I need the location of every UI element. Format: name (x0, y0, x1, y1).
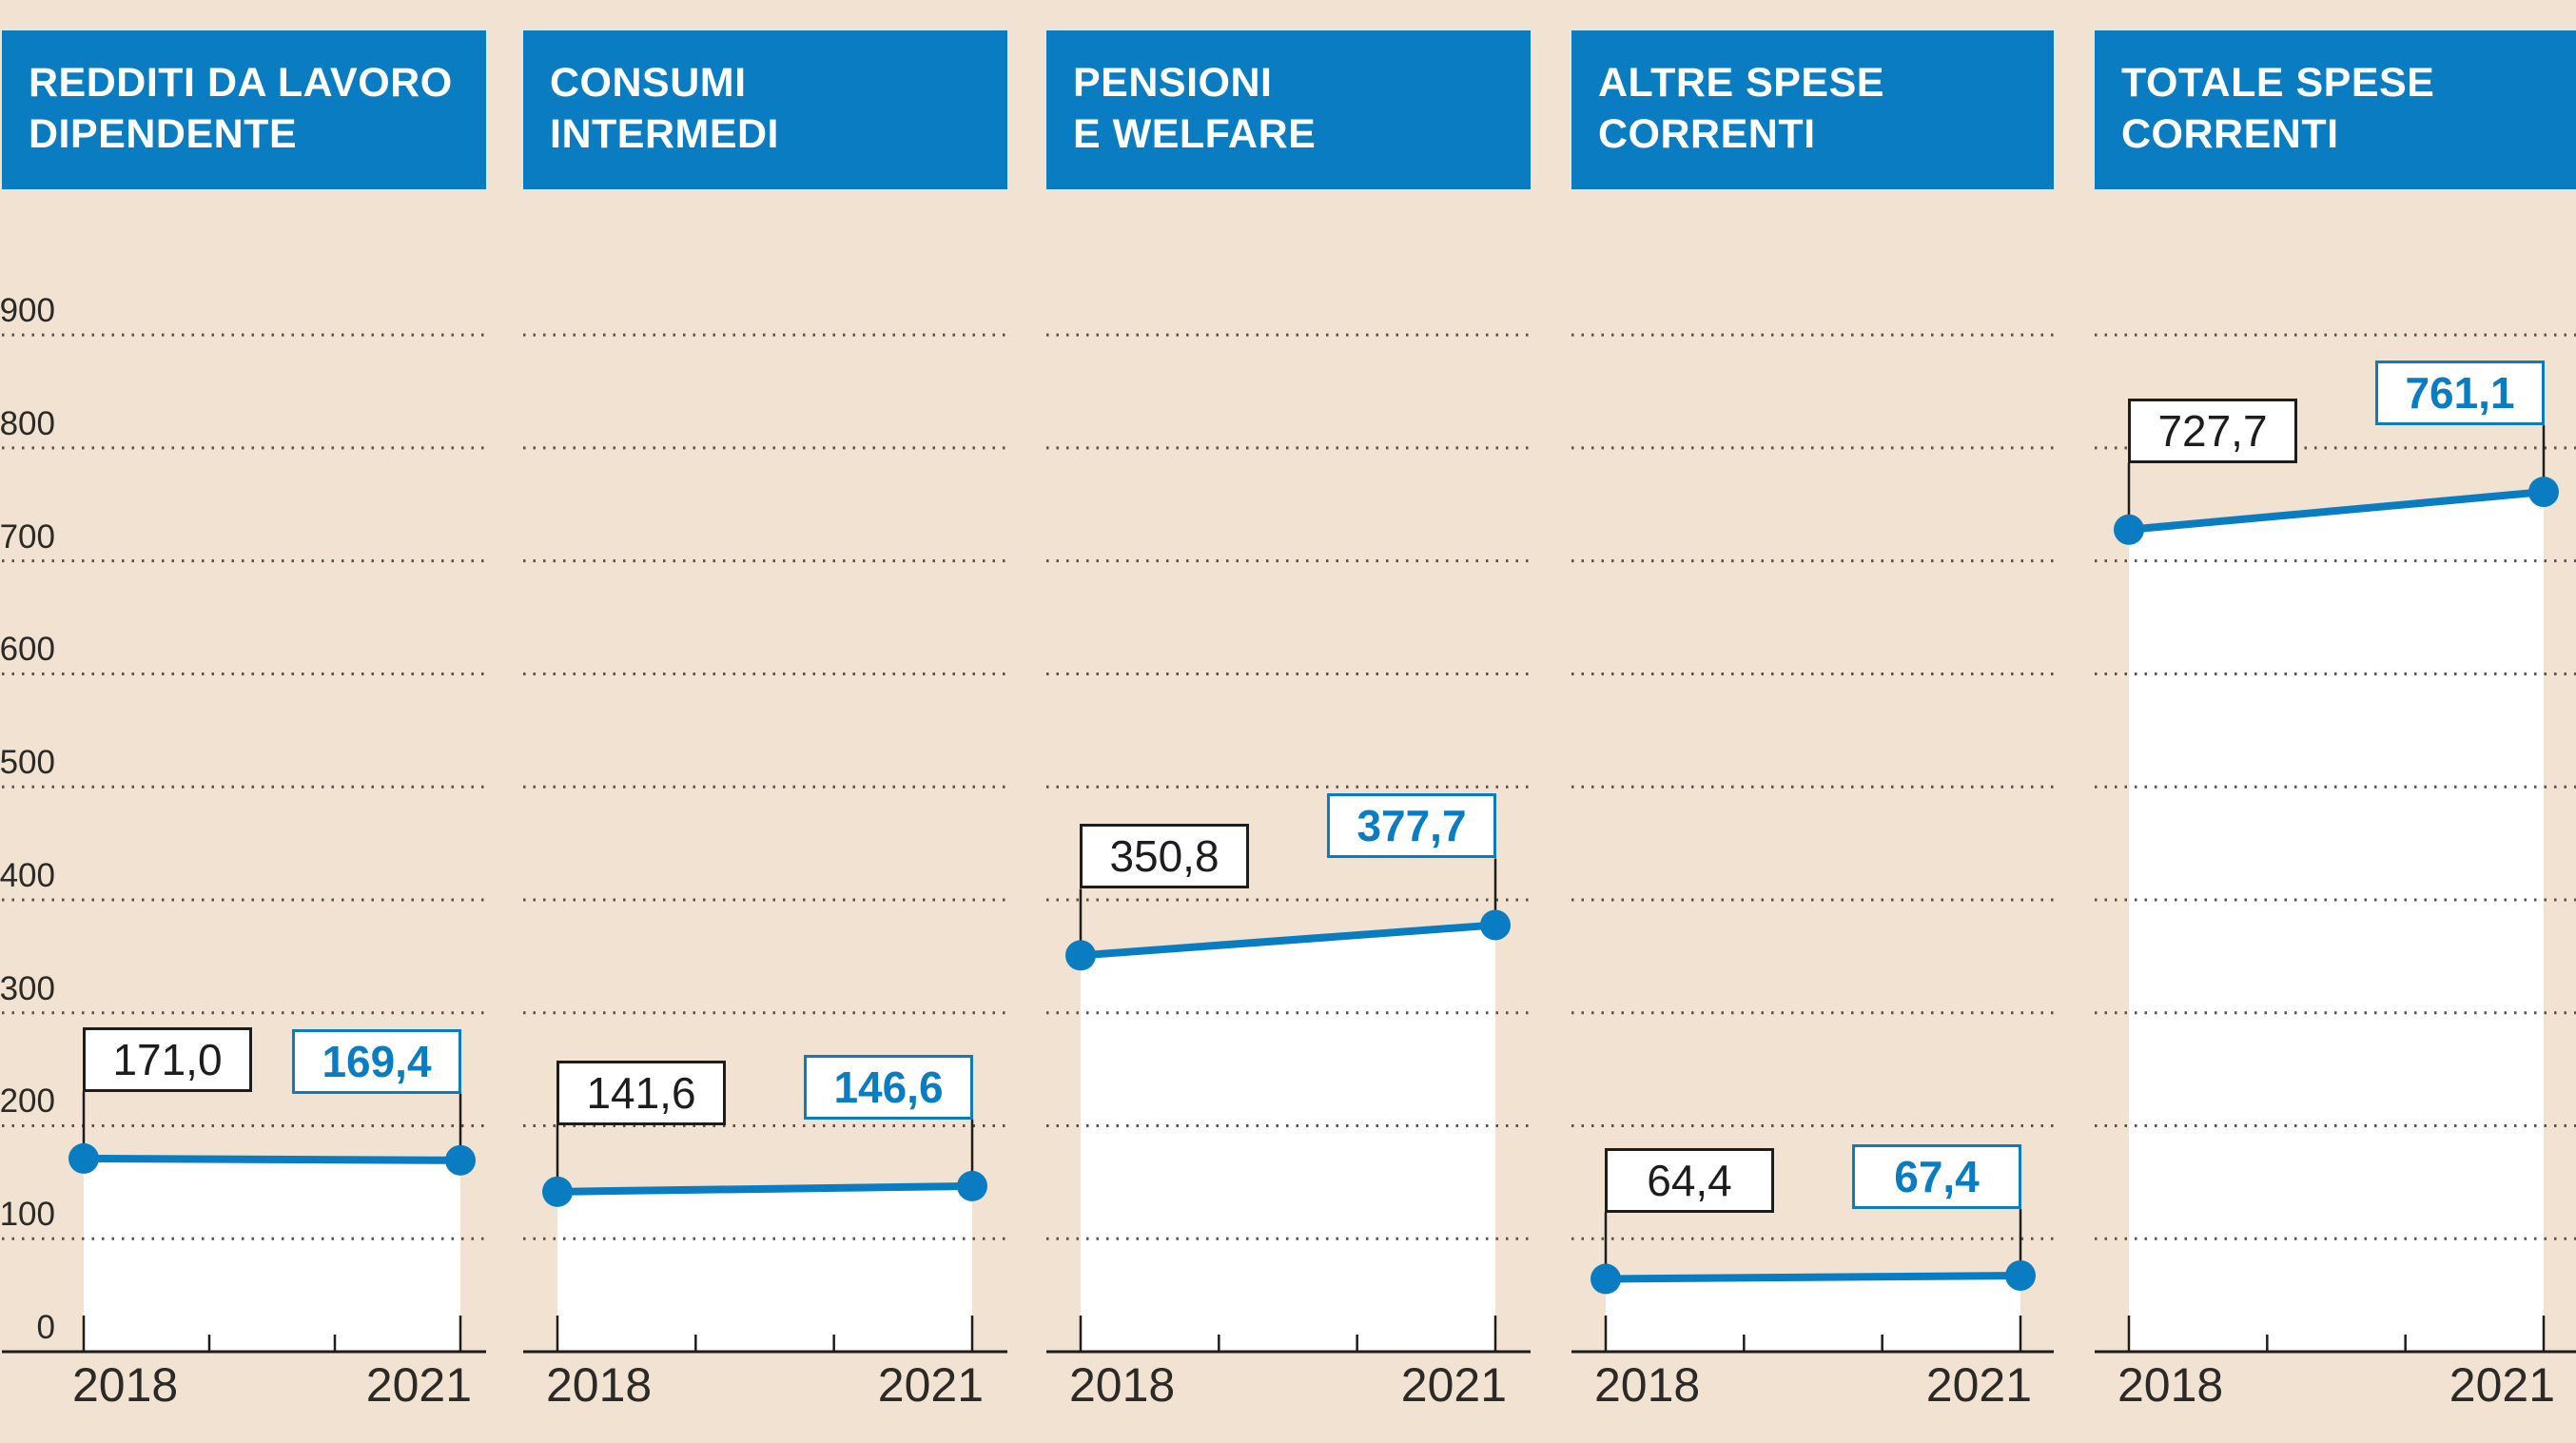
data-point-2021 (1480, 909, 1511, 941)
panel-title-line: DIPENDENTE (29, 111, 298, 157)
x-tick-label-2021: 2021 (2449, 1358, 2555, 1412)
y-axis-tick-label: 700 (0, 517, 55, 556)
area-fill (1081, 925, 1495, 1352)
x-tick-label-2021: 2021 (365, 1358, 472, 1412)
area-fill (1606, 1275, 2020, 1352)
panel-title-line: CORRENTI (2121, 111, 2339, 157)
trend-line (556, 1181, 973, 1196)
y-axis-tick-label: 800 (0, 404, 55, 442)
panel-header: REDDITI DA LAVORO DIPENDENTE (2, 30, 486, 189)
data-point-2018 (1065, 940, 1096, 971)
panel-chart-svg (2095, 333, 2576, 1354)
panel-header: PENSIONI E WELFARE (1046, 30, 1531, 189)
value-label-2018: 350,8 (1080, 824, 1249, 889)
value-label-2018: 727,7 (2128, 398, 2297, 463)
panel-chart-svg (1046, 333, 1531, 1354)
value-label-2018: 64,4 (1605, 1147, 1774, 1213)
y-axis-tick-label: 900 (0, 292, 55, 330)
panel-altre-spese-correnti: ALTRE SPESE CORRENTI 64,4 67,4 2018 2021 (1571, 0, 2054, 1443)
area-fill (2129, 492, 2544, 1352)
panel-header: TOTALE SPESE CORRENTI (2095, 30, 2576, 189)
data-point-2021 (2528, 477, 2559, 508)
y-axis-tick-label: 200 (0, 1082, 55, 1121)
x-tick-label-2021: 2021 (1925, 1358, 2032, 1412)
y-axis-tick-label: 600 (0, 631, 55, 669)
data-point-2021 (957, 1170, 987, 1201)
panel-totale-spese-correnti: TOTALE SPESE CORRENTI 727,7 761,1 2018 2021 (2095, 0, 2576, 1443)
x-tick-label-2021: 2021 (1400, 1358, 1507, 1412)
panel-redditi-lavoro-dipendente: REDDITI DA LAVORO DIPENDENTE 171,0 169,4 201… (2, 0, 486, 1443)
panel-header: CONSUMI INTERMEDI (523, 30, 1007, 189)
data-point-2018 (542, 1176, 573, 1207)
data-point-2018 (2114, 514, 2144, 545)
panel-title-line: ALTRE SPESE (1598, 60, 1884, 106)
trend-line (1080, 921, 1496, 960)
panel-chart-svg (2, 333, 486, 1354)
panel-title-line: CORRENTI (1598, 111, 1816, 157)
y-axis: 0 100 200 300 400 500 600 700 800 900 (0, 0, 55, 1443)
x-tick-label-2021: 2021 (877, 1358, 984, 1412)
value-label-2018: 171,0 (83, 1026, 252, 1092)
y-axis-tick-label: 100 (0, 1196, 55, 1234)
panel-chart-svg (1571, 333, 2054, 1354)
trend-line (1605, 1271, 2021, 1283)
data-point-2018 (68, 1142, 99, 1174)
panel-title-line: TOTALE SPESE (2121, 60, 2435, 106)
value-label-2021: 377,7 (1327, 793, 1496, 859)
area-fill (84, 1158, 460, 1352)
x-tick-label-2018: 2018 (1594, 1358, 1701, 1412)
panel-consumi-intermedi: CONSUMI INTERMEDI 141,6 146,6 2018 2021 (523, 0, 1007, 1443)
trend-line (2128, 488, 2545, 534)
panel-title-line: E WELFARE (1073, 111, 1317, 157)
data-point-2018 (1590, 1263, 1621, 1295)
panel-header: ALTRE SPESE CORRENTI (1571, 30, 2054, 189)
area-fill (557, 1185, 972, 1352)
data-point-2021 (445, 1144, 476, 1176)
panel-pensioni-e-welfare: PENSIONI E WELFARE 350,8 377,7 2018 2021 (1046, 0, 1531, 1443)
panel-title-line: INTERMEDI (550, 111, 779, 157)
value-label-2021: 146,6 (804, 1054, 973, 1120)
y-axis-tick-label: 500 (0, 744, 55, 782)
panel-title-line: PENSIONI (1073, 60, 1273, 106)
x-tick-label-2018: 2018 (1069, 1358, 1176, 1412)
panel-chart-svg (523, 333, 1007, 1354)
x-tick-label-2018: 2018 (546, 1358, 653, 1412)
value-label-2021: 67,4 (1852, 1143, 2021, 1209)
panel-title-line: REDDITI DA LAVORO (29, 60, 453, 106)
y-axis-tick-label: 400 (0, 856, 55, 894)
panel-title-line: CONSUMI (550, 60, 747, 106)
value-label-2018: 141,6 (556, 1060, 726, 1125)
y-axis-tick-label: 300 (0, 969, 55, 1007)
data-point-2021 (2005, 1259, 2036, 1291)
x-tick-label-2018: 2018 (72, 1358, 179, 1412)
y-axis-tick-label: 0 (36, 1309, 55, 1346)
value-label-2021: 761,1 (2375, 361, 2545, 426)
x-tick-label-2018: 2018 (2117, 1358, 2224, 1412)
value-label-2021: 169,4 (292, 1028, 461, 1094)
trend-line (83, 1154, 461, 1164)
